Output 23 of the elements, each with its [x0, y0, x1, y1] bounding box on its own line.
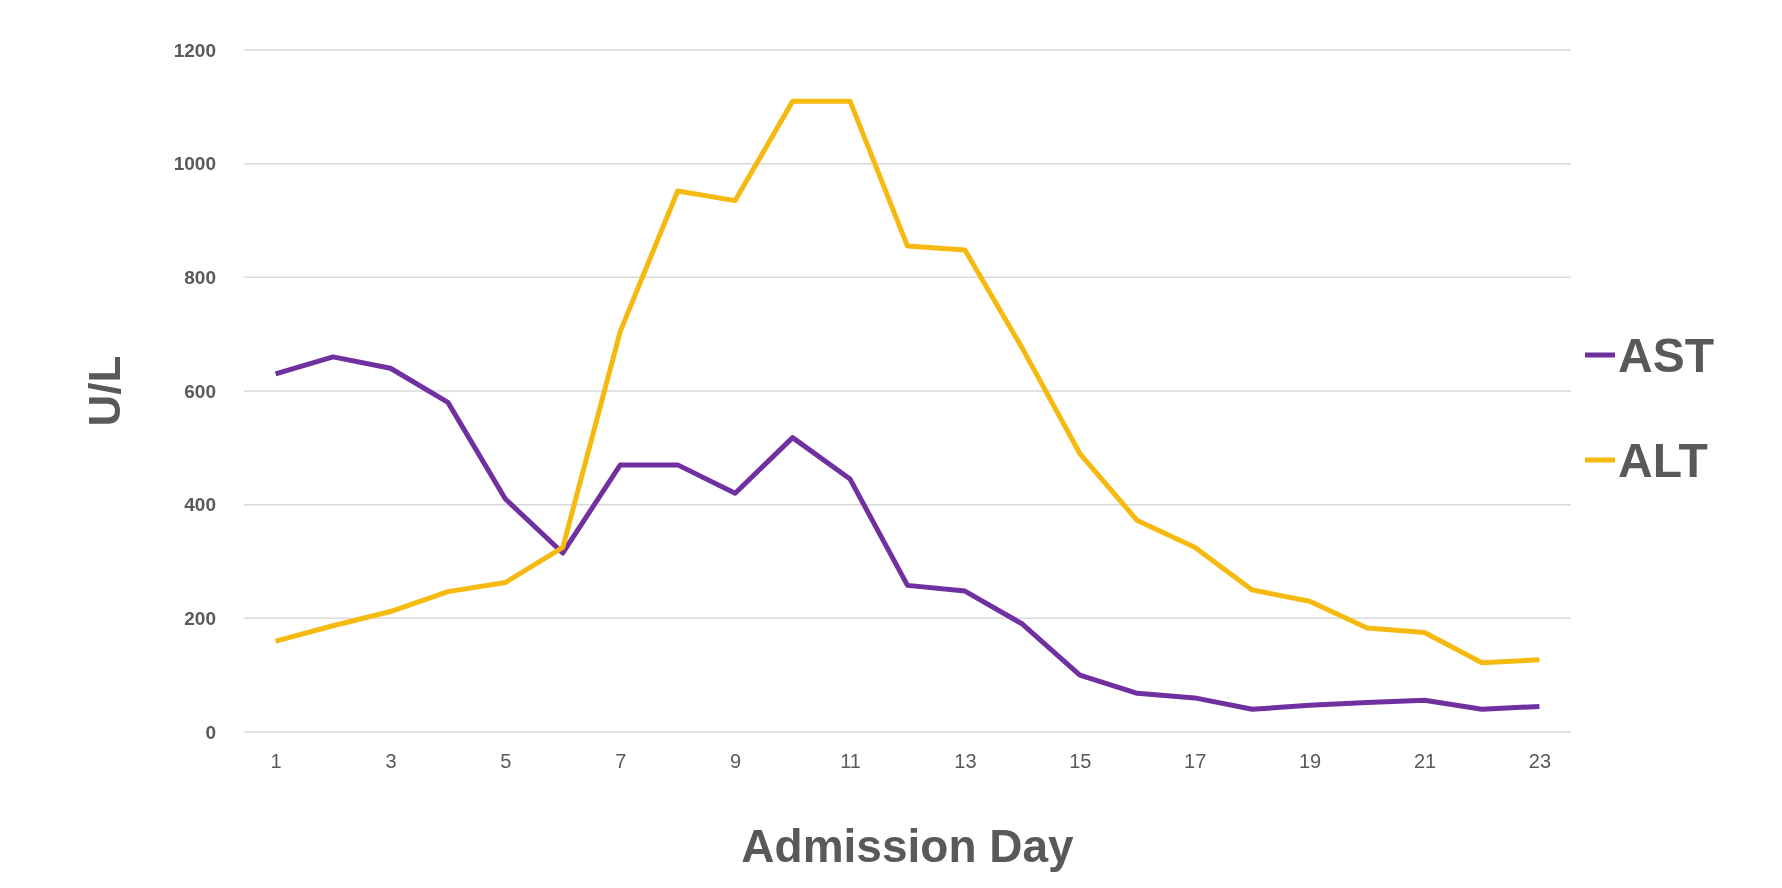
x-tick-label: 1: [270, 750, 282, 773]
x-tick-label: 21: [1413, 750, 1437, 773]
x-axis-title: Admission Day: [741, 820, 1075, 872]
y-tick-label: 400: [184, 494, 216, 516]
y-tick-label: 800: [184, 266, 216, 288]
x-tick-label: 17: [1184, 750, 1207, 773]
x-tick-label: 5: [500, 750, 512, 773]
x-tick-label: 9: [730, 750, 742, 773]
y-tick-label: 1000: [173, 153, 216, 175]
x-tick-label: 23: [1528, 750, 1552, 773]
x-tick-label: 7: [615, 750, 627, 773]
y-axis-title: U/L: [80, 355, 129, 427]
x-tick-label: 13: [954, 750, 977, 773]
legend-label: AST: [1618, 329, 1714, 382]
y-tick-label: 0: [205, 721, 216, 743]
y-tick-label: 200: [184, 607, 216, 629]
x-tick-label: 3: [385, 750, 397, 773]
x-tick-label: 11: [840, 750, 861, 773]
y-tick-label: 600: [184, 380, 216, 402]
legend-label: ALT: [1618, 434, 1708, 487]
y-tick-label: 1200: [173, 39, 216, 61]
x-tick-label: 19: [1299, 750, 1322, 773]
x-tick-label: 15: [1069, 750, 1092, 773]
